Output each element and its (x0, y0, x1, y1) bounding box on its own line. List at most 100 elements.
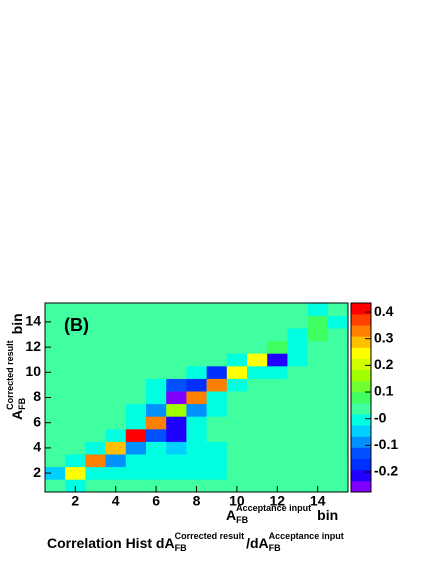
cell (327, 441, 349, 455)
x-tick-label: 6 (152, 493, 160, 509)
cell (85, 479, 106, 493)
title-sub: FB (175, 543, 187, 553)
cell (65, 378, 86, 392)
colorbar-band (351, 414, 371, 426)
cell (327, 454, 349, 468)
cell (186, 416, 207, 430)
cell (125, 479, 147, 493)
cell (327, 466, 349, 480)
cell (166, 429, 187, 442)
cell (287, 366, 308, 379)
cell (45, 340, 66, 354)
cell (125, 466, 147, 480)
y-tick-label: 10 (25, 363, 41, 379)
cell (105, 340, 127, 354)
colorbar-tick-label: 0.3 (374, 329, 394, 345)
cell (65, 391, 86, 405)
cell (125, 454, 147, 468)
cell (125, 353, 147, 367)
cell (166, 366, 187, 379)
cell (327, 479, 349, 493)
cell (327, 378, 349, 392)
cell (267, 391, 288, 405)
y-tick-label: 4 (33, 439, 41, 455)
cell (125, 429, 147, 442)
cell (186, 303, 207, 316)
cell (247, 303, 268, 316)
cell (105, 315, 127, 329)
cell (206, 340, 228, 354)
cell (65, 466, 86, 480)
cell (287, 340, 308, 354)
cell (247, 340, 268, 354)
cell (287, 466, 308, 480)
cell (105, 378, 127, 392)
colorbar-frame (350, 302, 372, 493)
axis-text: bin (9, 313, 25, 334)
cell (166, 416, 187, 430)
cell (287, 416, 308, 430)
cell (307, 429, 329, 442)
cell (166, 403, 187, 417)
cell (247, 378, 268, 392)
cell (45, 353, 66, 367)
cell (85, 315, 106, 329)
cell (247, 315, 268, 329)
cell (327, 328, 349, 342)
cell (327, 315, 349, 329)
cell (267, 328, 288, 342)
cell (65, 403, 86, 417)
colorbar-band (351, 336, 371, 348)
cell (247, 454, 268, 468)
cell (125, 340, 147, 354)
cell (65, 454, 86, 468)
cell (125, 378, 147, 392)
cell (146, 391, 167, 405)
axis-sup: Corrected result (5, 340, 15, 410)
cell (85, 403, 106, 417)
cell (125, 315, 147, 329)
cell (267, 454, 288, 468)
cell (186, 340, 207, 354)
cell (85, 466, 106, 480)
cell (287, 391, 308, 405)
cell (65, 479, 86, 493)
cell (65, 441, 86, 455)
cell (186, 315, 207, 329)
cell (226, 441, 248, 455)
cell (125, 328, 147, 342)
title-text: /dA (246, 535, 269, 551)
cell (105, 391, 127, 405)
cell (206, 454, 228, 468)
cell (206, 315, 228, 329)
cell (45, 391, 66, 405)
x-axis-title: AFB Acceptance input bin (226, 503, 338, 525)
cell (125, 303, 147, 316)
cell (85, 366, 106, 379)
cell (65, 340, 86, 354)
cell (267, 429, 288, 442)
cell (166, 303, 187, 316)
cell (186, 353, 207, 367)
colorbar-tick-label: 0.1 (374, 383, 394, 399)
cell (267, 303, 288, 316)
cell (327, 429, 349, 442)
cell (327, 366, 349, 379)
cell (287, 441, 308, 455)
cell (206, 403, 228, 417)
cell (105, 403, 127, 417)
colorbar-band (351, 403, 371, 415)
colorbar-band (351, 425, 371, 437)
cell (247, 403, 268, 417)
cell (226, 315, 248, 329)
colorbar-tick-label: -0.2 (374, 463, 398, 479)
cell (45, 416, 66, 430)
cell (105, 328, 127, 342)
cell (146, 378, 167, 392)
cell (65, 416, 86, 430)
x-tick-label: 4 (112, 493, 120, 509)
colorbar-band (351, 314, 371, 326)
cell (105, 479, 127, 493)
cell (307, 303, 329, 316)
